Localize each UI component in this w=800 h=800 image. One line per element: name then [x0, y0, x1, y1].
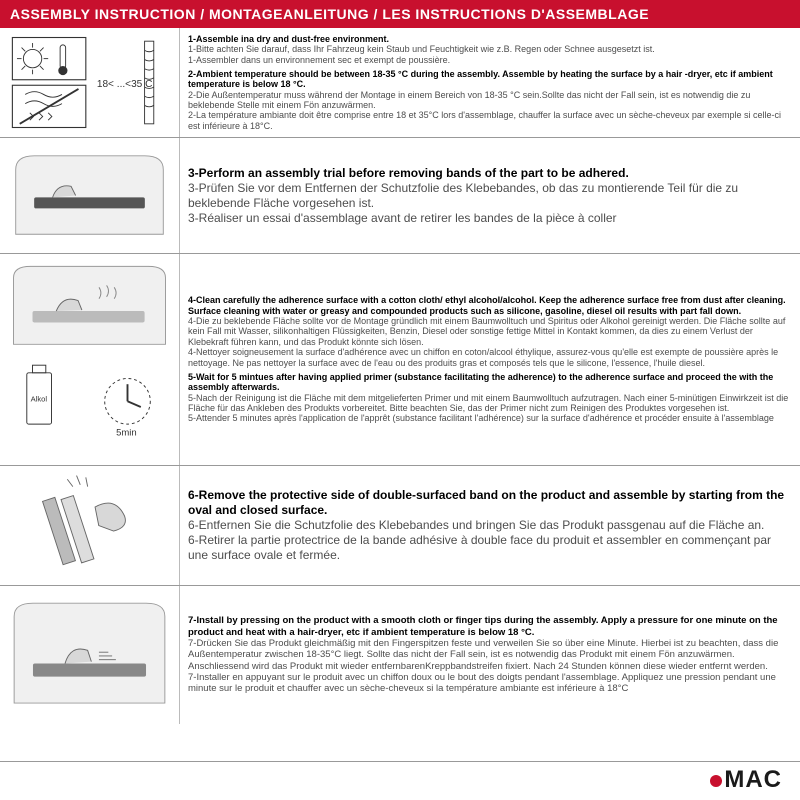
step-5-fr: 5-Attender 5 minutes après l'application… [188, 413, 774, 423]
footer: MAC [0, 761, 800, 800]
title-bar: ASSEMBLY INSTRUCTION / MONTAGEANLEITUNG … [0, 0, 800, 28]
illustration-press-install [0, 586, 180, 724]
instruction-rows: 18< ...<35 C 1-Assemble ina dry and dust… [0, 28, 800, 761]
step-4-de: 4-Die zu beklebende Fläche sollte vor de… [188, 316, 785, 347]
step-7-fr: 7-Installer en appuyant sur le produit a… [188, 672, 776, 694]
assembly-instruction-sheet: ASSEMBLY INSTRUCTION / MONTAGEANLEITUNG … [0, 0, 800, 800]
step-1-en: 1-Assemble ina dry and dust-free environ… [188, 34, 389, 44]
illustration-remove-tape [0, 466, 180, 585]
step-4-en: 4-Clean carefully the adherence surface … [188, 295, 786, 315]
row-2: 3-Perform an assembly trial before remov… [0, 138, 800, 254]
logo-text: MAC [724, 766, 782, 794]
step-7-en: 7-Install by pressing on the product wit… [188, 615, 778, 637]
row-3: Alkol 5min 4-Clean carefully the adheren… [0, 254, 800, 466]
step-3-en: 3-Perform an assembly trial before remov… [188, 166, 629, 180]
text-col-5: 7-Install by pressing on the product wit… [180, 586, 800, 724]
illustration-environment-temp: 18< ...<35 C [0, 28, 180, 137]
step-6-fr: 6-Retirer la partie protectrice de la ba… [188, 533, 771, 562]
step-6-en: 6-Remove the protective side of double-s… [188, 488, 784, 517]
brand-logo: MAC [710, 766, 782, 794]
step-4-fr: 4-Nettoyer soigneusement la surface d'ad… [188, 347, 778, 367]
step-5-de: 5-Nach der Reinigung ist die Fläche mit … [188, 393, 788, 413]
illustration-trial-fit [0, 138, 180, 253]
svg-text:Alkol: Alkol [31, 394, 48, 403]
illustration-clean-primer: Alkol 5min [0, 254, 180, 465]
step-1: 1-Assemble ina dry and dust-free environ… [188, 34, 792, 65]
step-7: 7-Install by pressing on the product wit… [188, 615, 792, 695]
step-2-de: 2-Die Außentemperatur muss während der M… [188, 90, 750, 110]
step-6-de: 6-Entfernen Sie die Schutzfolie des Kleb… [188, 518, 764, 532]
step-1-fr: 1-Assembler dans un environnement sec et… [188, 55, 450, 65]
step-4: 4-Clean carefully the adherence surface … [188, 295, 792, 367]
step-3-fr: 3-Réaliser un essai d'assemblage avant d… [188, 211, 617, 225]
step-5-en: 5-Wait for 5 mintues after having applie… [188, 372, 773, 392]
step-5: 5-Wait for 5 mintues after having applie… [188, 372, 792, 424]
step-3: 3-Perform an assembly trial before remov… [188, 166, 792, 226]
text-col-2: 3-Perform an assembly trial before remov… [180, 138, 800, 253]
text-col-1: 1-Assemble ina dry and dust-free environ… [180, 28, 800, 137]
row-1: 18< ...<35 C 1-Assemble ina dry and dust… [0, 28, 800, 138]
step-2: 2-Ambient temperature should be between … [188, 69, 792, 131]
logo-dot-icon [710, 775, 722, 787]
text-col-3: 4-Clean carefully the adherence surface … [180, 254, 800, 465]
row-4: 6-Remove the protective side of double-s… [0, 466, 800, 586]
step-7-de: 7-Drücken Sie das Produkt gleichmäßig mi… [188, 638, 778, 672]
row-5: 7-Install by pressing on the product wit… [0, 586, 800, 724]
step-1-de: 1-Bitte achten Sie darauf, dass Ihr Fahr… [188, 44, 655, 54]
step-2-fr: 2-La température ambiante doit être comp… [188, 110, 781, 130]
step-2-en: 2-Ambient temperature should be between … [188, 69, 773, 89]
svg-text:18< ...<35 C: 18< ...<35 C [97, 79, 153, 90]
svg-text:5min: 5min [116, 428, 137, 439]
step-6: 6-Remove the protective side of double-s… [188, 488, 792, 563]
step-3-de: 3-Prüfen Sie vor dem Entfernen der Schut… [188, 181, 738, 210]
text-col-4: 6-Remove the protective side of double-s… [180, 466, 800, 585]
